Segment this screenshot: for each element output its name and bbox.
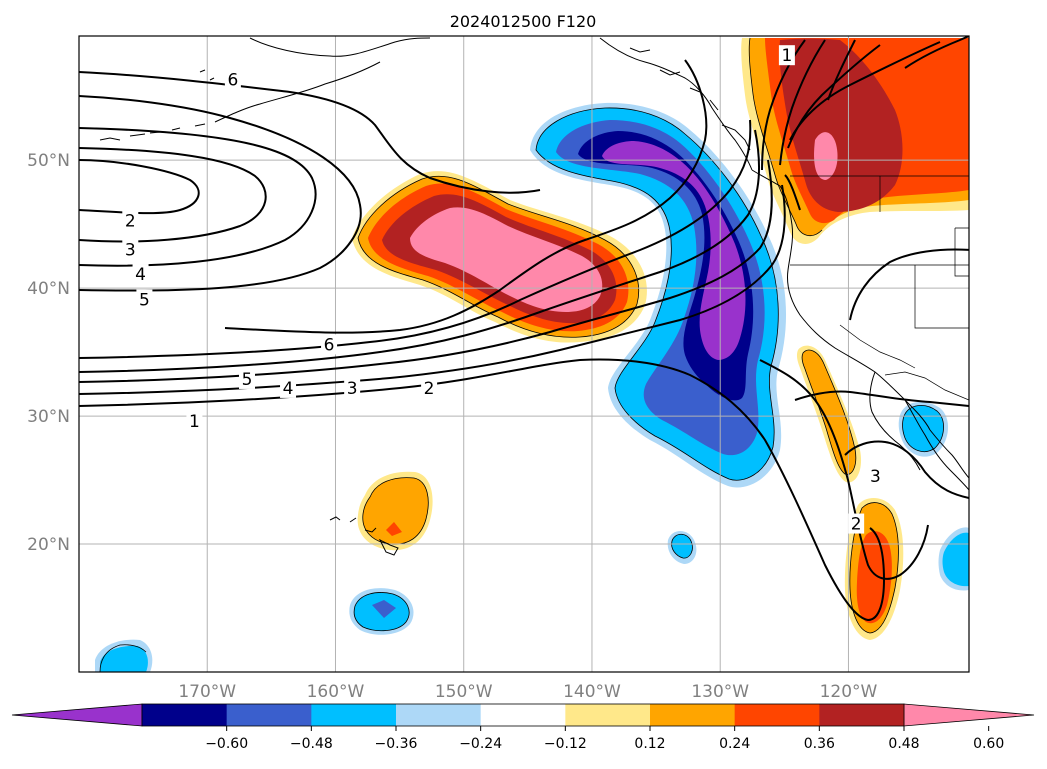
- colorbar-swatch: [226, 704, 312, 726]
- colorbar: −0.60 −0.48 −0.36 −0.24 −0.12 0.12 0.24 0.36 0.4…: [11, 703, 1035, 752]
- colorbar-tick-label: −0.24: [459, 736, 502, 752]
- contour-label: 6: [227, 71, 238, 91]
- colorbar-tick-label: 0.60: [973, 736, 1004, 752]
- contour-label-bg: [132, 264, 149, 285]
- colorbar-extend-low: [11, 703, 143, 727]
- contour-4-south: [79, 129, 761, 373]
- political-borders: [790, 175, 969, 401]
- colorbar-frame: [141, 703, 905, 727]
- longitude-label: 160°W: [307, 682, 365, 702]
- latitude-labels: 50°N 40°N 30°N 20°N: [27, 151, 70, 555]
- colorbar-tick-label: −0.36: [375, 736, 418, 752]
- contour-label: 5: [242, 370, 253, 390]
- contour-ne-5: [827, 39, 856, 101]
- map-title: 2024012500 F120: [450, 12, 597, 31]
- contour-label-bg: [421, 377, 438, 398]
- contour-label: 2: [125, 211, 136, 231]
- longitude-label: 170°W: [178, 682, 236, 702]
- colorbar-swatch: [142, 704, 228, 726]
- contour-3: [79, 147, 267, 243]
- coastlines: [99, 37, 969, 556]
- negative-anomaly-blobs: [95, 401, 969, 672]
- contour-label: 6: [324, 335, 335, 355]
- colorbar-tick-label: −0.48: [290, 736, 333, 752]
- longitude-label: 120°W: [820, 682, 878, 702]
- colorbar-tick-label: −0.60: [205, 736, 248, 752]
- contour-label-bg: [280, 377, 297, 398]
- colorbar-swatch: [311, 704, 397, 726]
- contour-ne-1: [849, 248, 969, 321]
- longitude-labels: 170°W 160°W 150°W 140°W 130°W 120°W: [178, 682, 877, 702]
- contour-3-south: [79, 159, 773, 383]
- contour-label: 3: [125, 241, 136, 261]
- longitude-label: 130°W: [691, 682, 749, 702]
- contour-label: 1: [189, 412, 200, 432]
- colorbar-swatch: [734, 704, 820, 726]
- colorbar-tick-label: 0.48: [888, 736, 919, 752]
- contour-label: 5: [139, 291, 150, 311]
- contour-5: [79, 95, 362, 292]
- height-contours: [79, 36, 969, 622]
- colorbar-tick-label: 0.24: [719, 736, 750, 752]
- contour-ne-2: [787, 36, 969, 149]
- contour-label-bg: [344, 377, 361, 398]
- contour-4: [79, 127, 317, 267]
- contour-label-bg: [224, 69, 241, 90]
- latitude-label: 30°N: [27, 407, 70, 427]
- contour-label-bg: [186, 411, 203, 432]
- contour-label: 2: [424, 379, 435, 399]
- colorbar-swatch: [396, 704, 482, 726]
- colorbar-swatch: [480, 704, 566, 726]
- contour-3-east: [794, 390, 969, 499]
- contour-label-bg: [136, 289, 153, 310]
- contour-6-west: [79, 71, 541, 194]
- colorbar-tick-label: 0.36: [804, 736, 835, 752]
- longitude-label: 140°W: [563, 682, 621, 702]
- contour-label-bg: [122, 210, 139, 231]
- contour-ne-4: [779, 39, 826, 166]
- longitude-label: 150°W: [435, 682, 493, 702]
- contour-label-bg: [321, 334, 338, 355]
- colorbar-tick-label: 0.12: [634, 736, 665, 752]
- positive-anomaly-hawaii: [357, 471, 433, 551]
- colorbar-swatch: [565, 704, 651, 726]
- colorbar-extend-high: [903, 703, 1035, 727]
- contour-label-bg: [848, 513, 865, 534]
- contour-label: 3: [347, 379, 358, 399]
- positive-anomaly-baja-strip: [796, 345, 862, 483]
- latitude-label: 50°N: [27, 151, 70, 171]
- contour-label: 1: [781, 46, 792, 66]
- contour-labels: 6 2 3 4 5 6 5 4 3 2 1 1 3 2: [122, 45, 884, 535]
- contour-label-bg: [778, 45, 795, 66]
- latitude-label: 40°N: [27, 279, 70, 299]
- contour-label: 4: [283, 379, 294, 399]
- contour-label-bg: [238, 368, 255, 389]
- contour-6-east: [224, 59, 708, 334]
- map-area: 6 2 3 4 5 6 5 4 3 2 1 1 3 2: [79, 36, 969, 672]
- contour-label: 4: [135, 265, 146, 285]
- colorbar-tick-label: −0.12: [544, 736, 587, 752]
- contour-label-bg: [122, 239, 139, 260]
- contour-label: 3: [870, 467, 881, 487]
- contour-label: 2: [851, 515, 862, 535]
- contour-5-south: [79, 119, 752, 359]
- map-frame: [78, 35, 970, 673]
- latitude-label: 20°N: [27, 535, 70, 555]
- colorbar-swatch: [819, 704, 905, 726]
- colorbar-swatch: [650, 704, 736, 726]
- contour-label-bg: [867, 466, 884, 487]
